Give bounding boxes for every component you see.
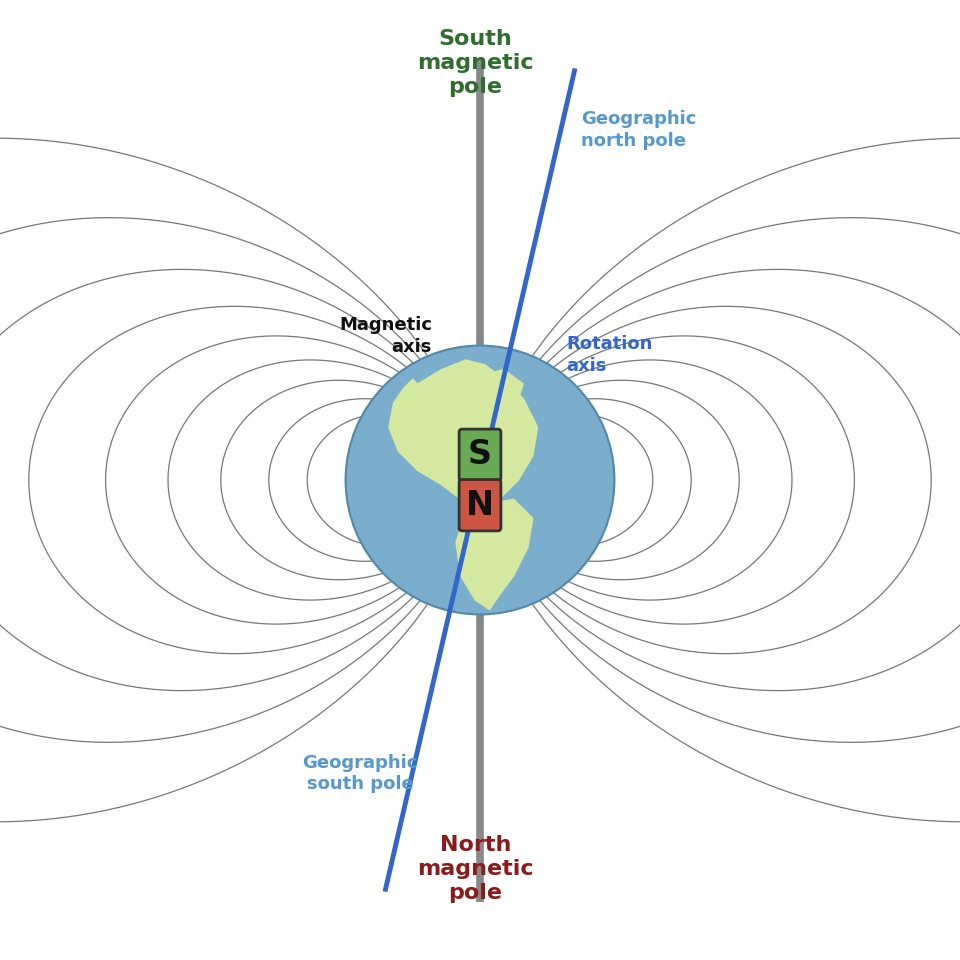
Polygon shape [456,499,533,610]
Text: North
magnetic
pole: North magnetic pole [417,835,534,903]
FancyBboxPatch shape [459,479,501,531]
FancyBboxPatch shape [459,429,501,480]
Polygon shape [480,370,523,398]
Text: N: N [466,489,494,521]
Text: Geographic
north pole: Geographic north pole [581,110,696,150]
Text: Magnetic
axis: Magnetic axis [339,316,432,356]
Polygon shape [389,360,538,504]
Text: S: S [468,439,492,471]
Circle shape [346,346,614,614]
Text: Rotation
axis: Rotation axis [566,335,653,375]
Text: Geographic
south pole: Geographic south pole [302,754,418,793]
Text: South
magnetic
pole: South magnetic pole [417,29,534,97]
